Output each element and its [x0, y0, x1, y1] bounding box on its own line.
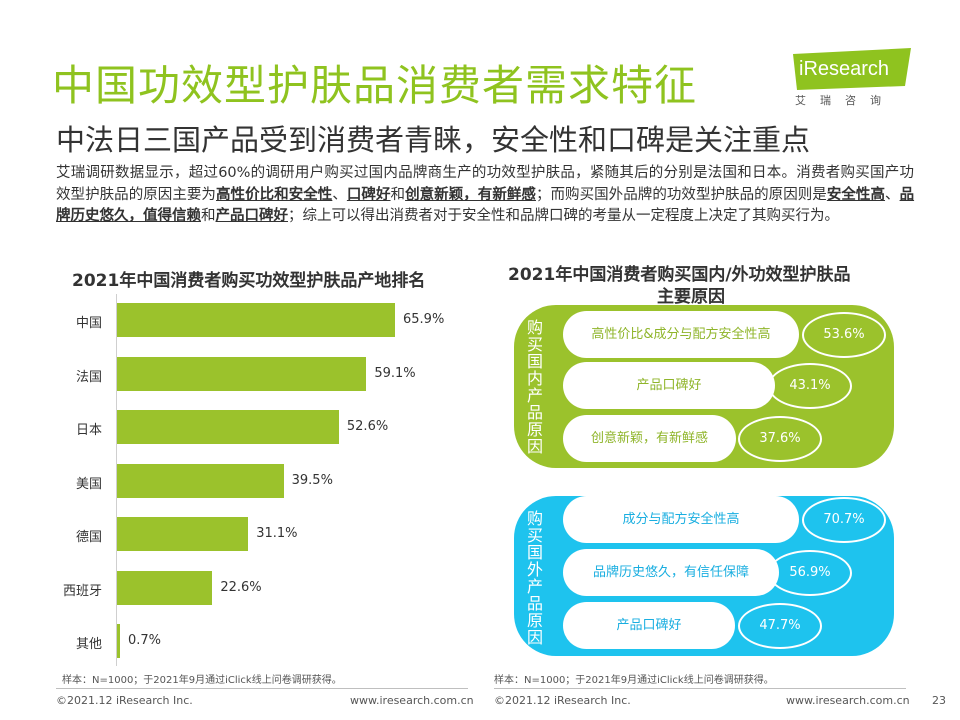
intro-sep-3: 、	[885, 186, 900, 203]
reason-percent: 56.9%	[768, 550, 852, 596]
intro-sep-4: 和	[201, 208, 216, 224]
reason-pill: 创意新颖，有新鲜感	[563, 415, 736, 462]
reason-pill: 成分与配方安全性高	[563, 496, 799, 543]
reason-pill: 高性价比&成分与配方安全性高	[563, 311, 799, 358]
bar-category-label: 法国	[75, 369, 102, 385]
bar-value-label: 52.6%	[346, 419, 389, 434]
bar	[117, 303, 395, 337]
bar-category-label: 西班牙	[62, 583, 102, 599]
bar-value-label: 22.6%	[220, 579, 262, 595]
bar	[117, 356, 367, 391]
bar-value-label: 31.1%	[256, 526, 298, 541]
bar-category-label: 其他	[75, 637, 102, 652]
footer-copyright-left: ©2021.12 iResearch Inc.	[56, 694, 193, 707]
bar-chart-title: 2021年中国消费者购买功效型护肤品产地排名	[72, 271, 426, 291]
bar	[117, 517, 249, 551]
reason-pill: 产品口碑好	[563, 362, 775, 409]
footnote-right: 样本：N=1000；于2021年9月通过iClick线上问卷调研获得。	[494, 675, 774, 686]
bar-value-label: 59.1%	[374, 365, 416, 381]
intro-text-3: ；综上可以得出消费者对于安全性和品牌口碑的考量从一定程度上决定了其购买行为。	[288, 208, 839, 224]
page-subtitle: 中法日三国产品受到消费者青睐，安全性和口碑是关注重点	[56, 123, 811, 157]
bar-value-label: 65.9%	[403, 312, 445, 327]
logo-cn-text: 艾瑞咨询	[795, 94, 895, 107]
reason-pill: 品牌历史悠久，有信任保障	[563, 549, 779, 596]
bar-category-label: 美国	[75, 476, 102, 492]
intro-highlight-1: 高性价比和安全性	[215, 186, 333, 203]
iresearch-logo: iResearch 艾瑞咨询	[793, 48, 913, 110]
intro-sep-1: 、	[332, 186, 347, 203]
bar-category-label: 中国	[75, 316, 102, 331]
reason-pill: 产品口碑好	[563, 602, 735, 649]
bar-value-label: 0.7%	[127, 633, 161, 648]
bar-chart-axis	[116, 294, 117, 666]
footnote-left: 样本：N=1000；于2021年9月通过iClick线上问卷调研获得。	[62, 675, 342, 686]
reason-percent: 70.7%	[802, 497, 886, 543]
intro-highlight-5: 品牌历史悠久，值得信赖	[56, 186, 915, 225]
footer-copyright-right: ©2021.12 iResearch Inc.	[494, 694, 631, 707]
intro-sep-2: 和	[390, 186, 406, 203]
footer-divider-right	[494, 688, 906, 689]
footer-url-right: www.iresearch.com.cn	[786, 694, 910, 707]
page-number: 23	[932, 694, 946, 707]
bar	[117, 570, 213, 605]
intro-highlight-3: 创意新颖，有新鲜感	[405, 186, 536, 203]
bar	[117, 624, 120, 658]
intro-highlight-6: 产品口碑好	[215, 208, 289, 224]
intro-highlight-2: 口碑好	[346, 186, 391, 203]
page-title: 中国功效型护肤品消费者需求特征	[52, 61, 698, 110]
logo-shape-icon	[793, 48, 911, 90]
intro-text-2: ；而购买国外品牌的功效型护肤品的原因则是	[535, 186, 827, 203]
bar	[117, 463, 284, 498]
reasons-title-line1: 2021年中国消费者购买国内/外功效型护肤品	[508, 265, 851, 285]
intro-text-1: 艾瑞调研数据显示，超过60%的调研用户购买过国内品牌商生产的功效型护肤品，紧随其…	[56, 165, 914, 203]
footer-divider-left	[56, 688, 468, 689]
bar	[117, 410, 339, 444]
bar-value-label: 39.5%	[291, 472, 333, 488]
intro-highlight-4: 安全性高	[826, 186, 886, 203]
reason-percent: 47.7%	[738, 603, 822, 649]
footer-url-left: www.iresearch.com.cn	[350, 694, 474, 707]
reason-percent: 37.6%	[738, 416, 822, 462]
intro-paragraph: 艾瑞调研数据显示，超过60%的调研用户购买过国内品牌商生产的功效型护肤品，紧随其…	[56, 163, 914, 228]
panel-vertical-label: 购买国内产品原因	[526, 318, 543, 456]
reason-percent: 43.1%	[768, 363, 852, 409]
reason-percent: 53.6%	[802, 312, 886, 358]
bar-category-label: 德国	[75, 530, 102, 545]
panel-vertical-label: 购买国外产品原因	[526, 509, 543, 647]
bar-category-label: 日本	[75, 423, 102, 438]
logo-text: iResearch	[799, 58, 890, 80]
reasons-title-line2: 主要原因	[657, 287, 725, 307]
